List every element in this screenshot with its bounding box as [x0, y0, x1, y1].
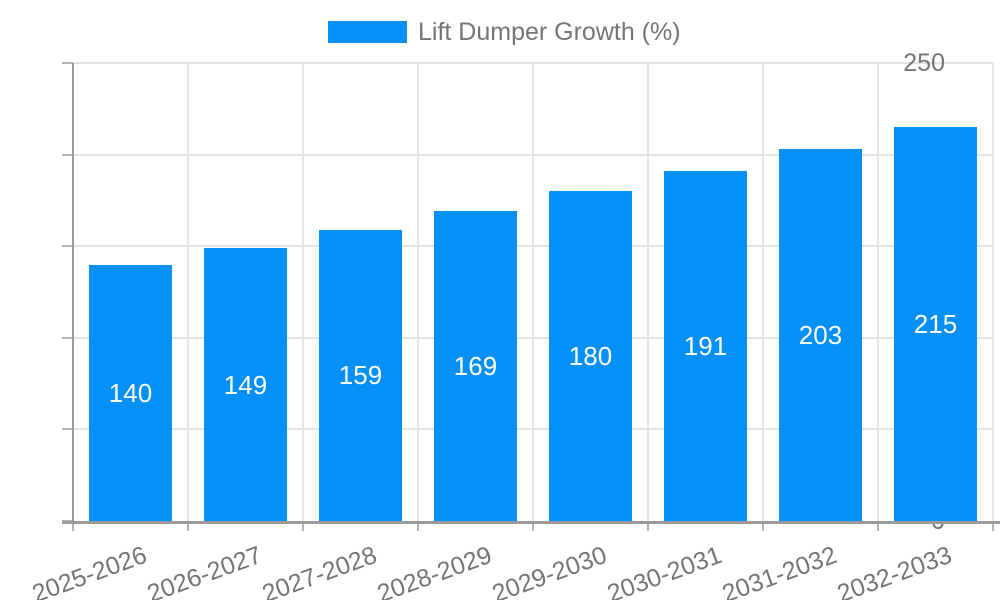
- gridline-v: [877, 63, 879, 521]
- legend-swatch-icon: [328, 21, 407, 43]
- x-axis-tick: [877, 521, 879, 531]
- bar-value-label: 203: [798, 320, 843, 351]
- bar-value-label: 149: [223, 369, 268, 400]
- bar-value-label: 140: [108, 377, 153, 408]
- bar-value-label: 180: [568, 341, 613, 372]
- y-axis-tick: [62, 428, 73, 431]
- y-axis-tick: [62, 245, 73, 248]
- y-axis-line: [72, 63, 74, 521]
- x-tick-label: 2030-2031: [603, 540, 726, 600]
- bar[interactable]: 215: [894, 127, 977, 521]
- gridline-v: [762, 63, 764, 521]
- y-axis-tick: [62, 336, 73, 339]
- bar-value-label: 159: [338, 360, 383, 391]
- y-axis-tick: [62, 62, 73, 64]
- gridline-v: [992, 63, 994, 521]
- legend-item[interactable]: Lift Dumper Growth (%): [328, 19, 681, 45]
- x-axis-tick: [187, 521, 189, 531]
- x-axis-tick: [647, 521, 649, 531]
- bar[interactable]: 169: [434, 211, 517, 521]
- x-tick-label: 2028-2029: [373, 540, 496, 600]
- bar[interactable]: 140: [89, 264, 172, 521]
- x-axis-tick: [72, 521, 74, 531]
- x-axis-tick: [302, 521, 304, 531]
- gridline-v: [302, 63, 304, 521]
- x-tick-label: 2026-2027: [143, 540, 266, 600]
- y-axis-tick: [62, 153, 73, 156]
- x-axis-tick: [762, 521, 764, 531]
- bar-value-label: 169: [453, 351, 498, 382]
- gridline-v: [532, 63, 534, 521]
- y-tick-label: 250: [903, 49, 945, 77]
- bar-value-label: 215: [913, 309, 958, 340]
- gridline-v: [187, 63, 189, 521]
- bar[interactable]: 159: [319, 229, 402, 521]
- x-tick-label: 2031-2032: [718, 540, 841, 600]
- x-axis-tick: [532, 521, 534, 531]
- bar-value-label: 191: [683, 331, 728, 362]
- x-tick-label: 2027-2028: [258, 540, 381, 600]
- bar[interactable]: 180: [549, 191, 632, 521]
- gridline-v: [647, 63, 649, 521]
- bar[interactable]: 191: [664, 171, 747, 521]
- gridline-v: [417, 63, 419, 521]
- x-axis-line: [62, 521, 1000, 524]
- x-tick-label: 2025-2026: [28, 540, 151, 600]
- bar[interactable]: 149: [204, 248, 287, 521]
- x-tick-label: 2029-2030: [488, 540, 611, 600]
- x-axis-tick: [417, 521, 419, 531]
- x-tick-label: 2032-2033: [833, 540, 956, 600]
- bar[interactable]: 203: [779, 149, 862, 521]
- legend-label: Lift Dumper Growth (%): [418, 18, 681, 46]
- x-axis-tick: [992, 521, 994, 531]
